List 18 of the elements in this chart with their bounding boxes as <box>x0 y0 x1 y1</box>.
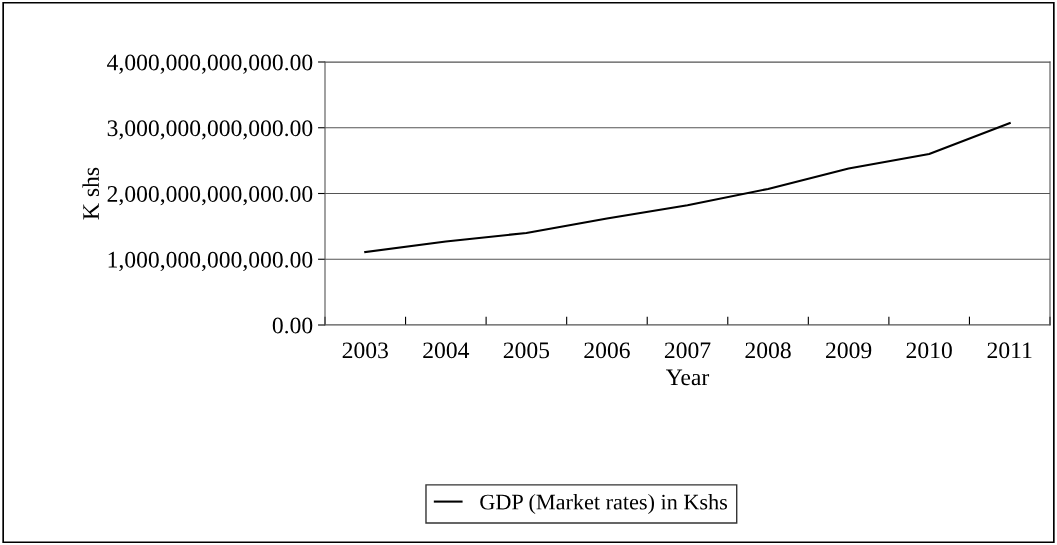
y-axis-title: K shs <box>82 167 100 220</box>
x-tick-label: 2011 <box>987 342 1032 359</box>
x-tick-label: 2003 <box>342 342 388 359</box>
x-axis-title: Year <box>666 369 710 386</box>
x-tick-label: 2004 <box>423 342 470 359</box>
y-tick-label: 0.00 <box>272 317 313 334</box>
x-tick-label: 2006 <box>584 342 630 359</box>
x-tick-label: 2010 <box>906 342 952 359</box>
x-tick-label: 2007 <box>664 342 711 359</box>
legend-label: GDP (Market rates) in Kshs <box>480 493 728 515</box>
y-tick-label: 2,000,000,000,000.00 <box>107 185 313 206</box>
x-tick-label: 2008 <box>745 342 791 359</box>
line-series <box>364 122 1011 254</box>
x-tick-label: 2005 <box>503 342 550 359</box>
x-tick-label: 2009 <box>826 342 872 359</box>
y-tick-label: 4,000,000,000,000.00 <box>107 54 313 74</box>
y-tick-label: 1,000,000,000,000.00 <box>108 251 313 272</box>
y-tick-label: 3,000,000,000,000.00 <box>107 120 313 140</box>
